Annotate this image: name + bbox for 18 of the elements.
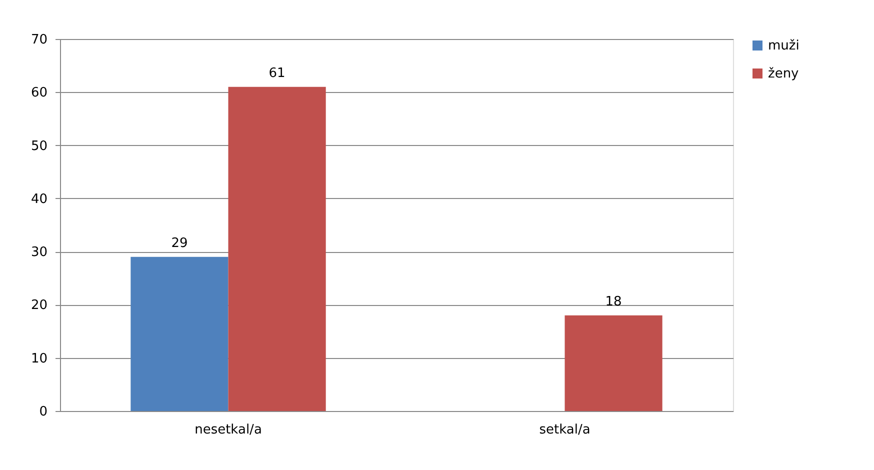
bar: [228, 86, 326, 411]
y-tick-label: 30: [30, 245, 48, 260]
y-tick-label: 0: [39, 404, 48, 420]
y-tick-label: 70: [30, 32, 48, 48]
bar: [130, 256, 228, 411]
data-label: 29: [171, 236, 188, 251]
y-tick-label: 10: [30, 351, 48, 366]
x-tick-label: setkal/a: [539, 422, 590, 438]
y-tick-label: 40: [30, 192, 48, 207]
data-label: 18: [605, 294, 622, 310]
y-tick-label: 20: [30, 298, 48, 314]
x-tick-label: nesetkal/a: [194, 422, 262, 438]
data-label: 61: [268, 66, 286, 81]
legend-label: muži: [768, 38, 800, 54]
y-tick-label: 60: [30, 86, 48, 101]
bar: [564, 315, 662, 411]
y-tick-label: 50: [30, 138, 48, 154]
legend-label: ženy: [768, 66, 800, 82]
